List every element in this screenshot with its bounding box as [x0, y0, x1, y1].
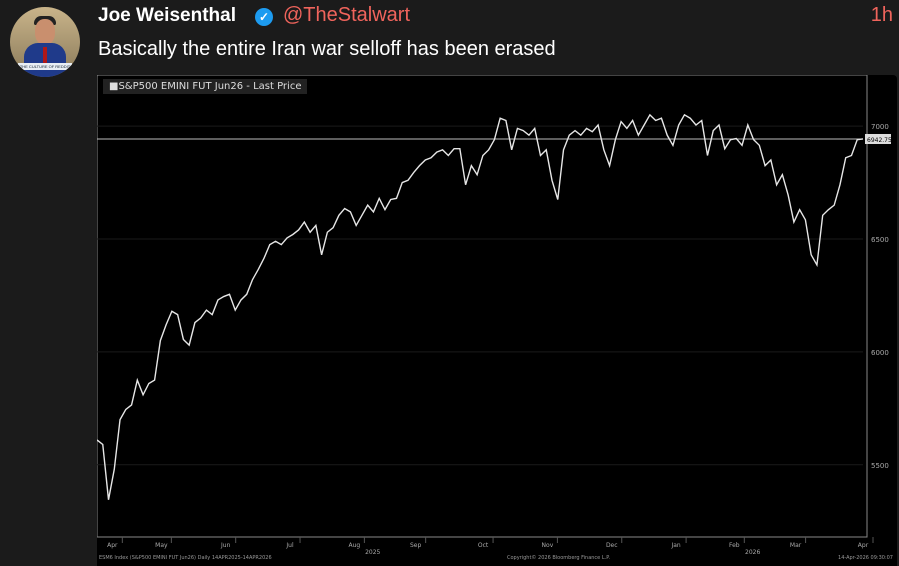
x-tick-label: Jun	[220, 542, 231, 549]
avatar-banner: THE CULTURE OF REDDIT	[18, 63, 72, 70]
verified-badge-icon: ✓	[255, 8, 273, 26]
author-name[interactable]: Joe Weisenthal	[98, 5, 236, 26]
x-tick-label: Jul	[285, 542, 294, 549]
x-tick-label: Aug	[349, 542, 361, 549]
x-tick-label: Apr	[107, 542, 118, 549]
chart-legend: ■S&P500 EMINI FUT Jun26 - Last Price	[103, 79, 308, 94]
footer-copyright: Copyright© 2026 Bloomberg Finance L.P.	[507, 554, 610, 561]
avatar[interactable]: THE CULTURE OF REDDIT	[10, 7, 80, 77]
timestamp[interactable]: 1h	[870, 4, 893, 26]
x-tick-label: Mar	[790, 542, 802, 549]
y-tick-label: 6000	[871, 349, 889, 357]
x-tick-label: May	[155, 542, 168, 549]
author-handle[interactable]: @TheStalwart	[283, 4, 411, 26]
year-label: 2026	[745, 549, 760, 556]
x-tick-label: Feb	[729, 542, 740, 549]
price-chart: 5500 6000 6500 7000 Apr May Jun Jul Aug Sep Oct Nov…	[97, 75, 893, 561]
chart-title: S&P500 EMINI FUT Jun26 - Last Price	[118, 81, 302, 92]
price-series-line	[97, 113, 864, 500]
chart-image[interactable]: 5500 6000 6500 7000 Apr May Jun Jul Aug Sep Oct Nov…	[97, 75, 897, 566]
x-tick-label: Oct	[478, 542, 489, 549]
footer-source: ESM6 Index (S&P500 EMINI FUT Jun26) Dail…	[99, 555, 272, 561]
tweet-text: Basically the entire Iran war selloff ha…	[98, 38, 556, 60]
y-tick-label: 7000	[871, 123, 889, 131]
x-tick-label: Apr	[858, 542, 869, 549]
y-tick-label: 6500	[871, 236, 889, 244]
x-tick-label: Dec	[606, 542, 618, 549]
x-tick-label: Sep	[410, 542, 422, 549]
year-label: 2025	[365, 549, 380, 556]
last-price-box	[865, 133, 891, 144]
plot-frame	[97, 75, 868, 538]
x-tick-label: Nov	[542, 542, 554, 549]
avatar-tie	[43, 47, 47, 67]
last-price-label: 6942.75	[867, 137, 892, 144]
x-tick-label: Jan	[670, 542, 680, 549]
y-tick-label: 5500	[871, 462, 889, 470]
avatar-face	[35, 19, 55, 45]
footer-timestamp: 14-Apr-2026 09:30:07	[838, 555, 893, 561]
